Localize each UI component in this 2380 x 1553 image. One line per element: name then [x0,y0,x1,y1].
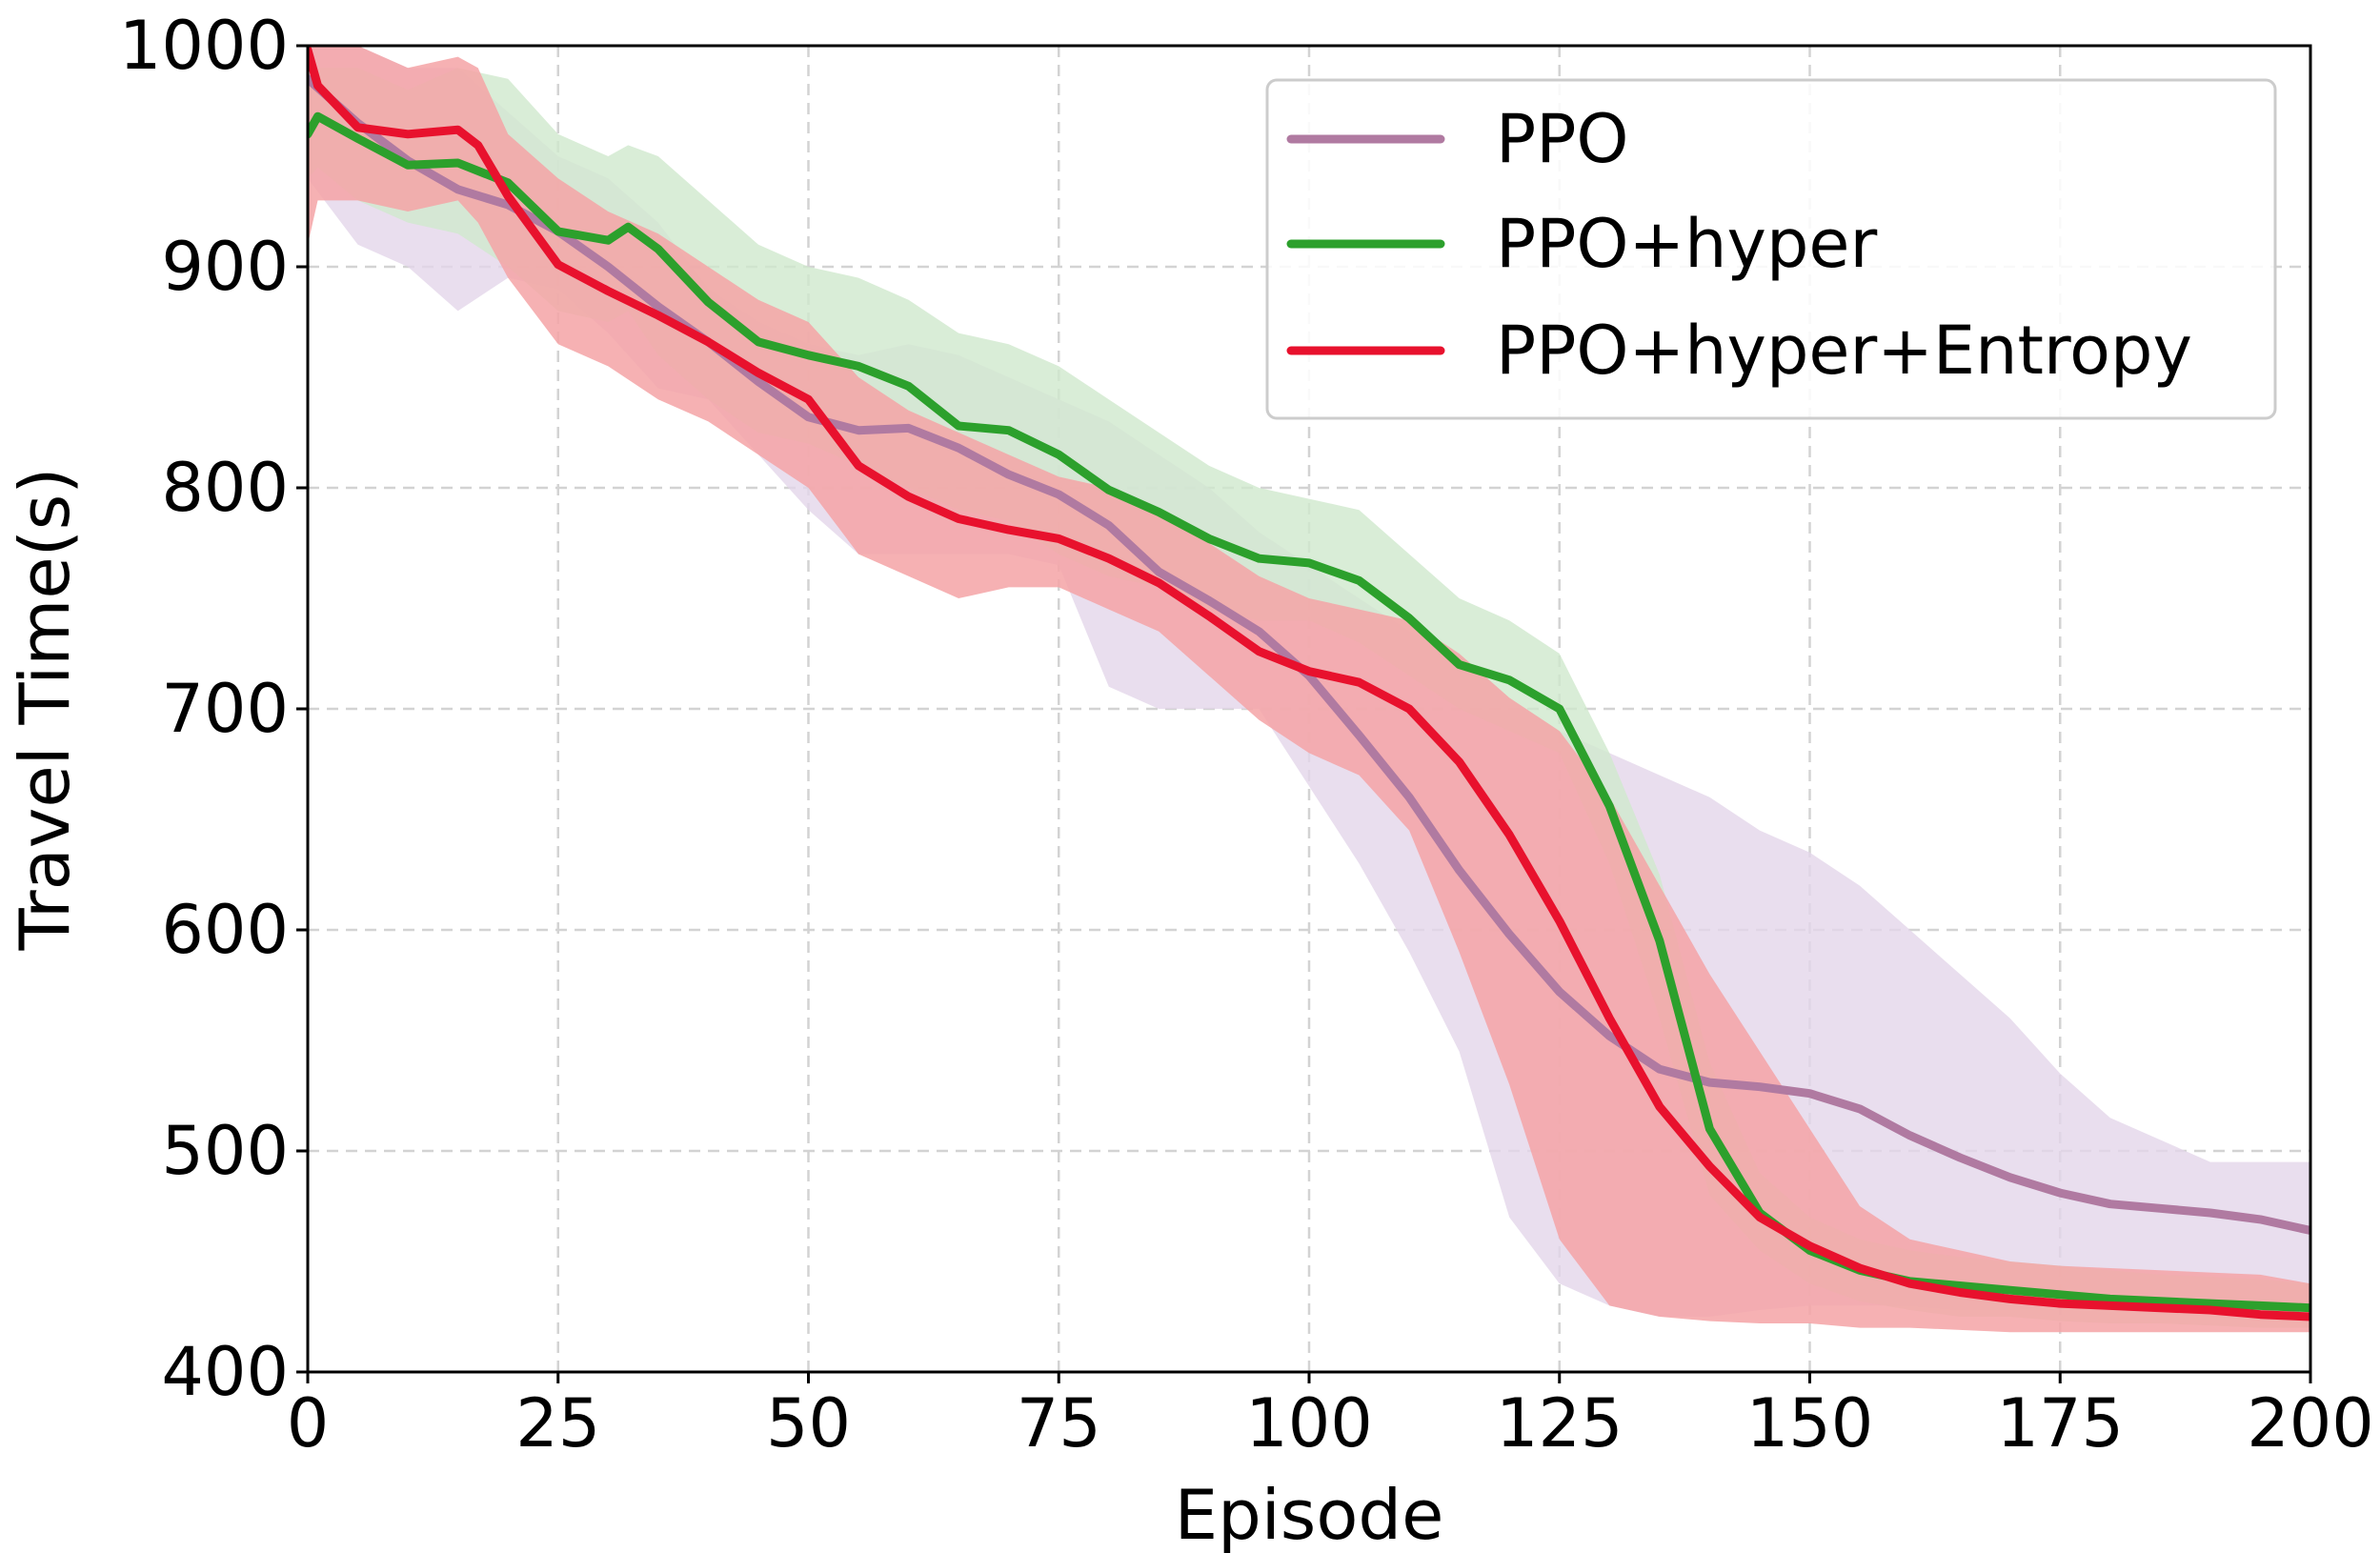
y-tick-label: 900 [161,228,289,306]
y-tick-label: 800 [161,449,289,527]
y-tick-label: 500 [161,1112,289,1190]
legend: PPO PPO+hyper PPO+hyper+Entropy [1265,78,2277,420]
x-tick-label: 200 [2247,1384,2374,1462]
band-ppo-hyper-entropy [308,46,2310,1333]
x-tick-label: 125 [1496,1384,1624,1462]
y-tick-label: 600 [161,891,289,969]
series-line-ppo-hyper-entropy [308,46,2310,1321]
legend-label-ppo: PPO [1496,100,1629,178]
series-lines [308,46,2310,1321]
legend-label-ppo-hyper: PPO+hyper [1496,205,1877,283]
y-tick-label: 400 [161,1333,289,1411]
y-tick-label: 1000 [119,7,289,85]
x-tick-label: 25 [515,1384,600,1462]
x-tick-label: 50 [766,1384,851,1462]
y-tick-label: 700 [161,670,289,748]
x-tick-label: 75 [1017,1384,1101,1462]
legend-label-ppo-hyper-entropy: PPO+hyper+Entropy [1496,312,2192,390]
y-axis-title: Travel Time(s) [5,468,85,952]
series-line-ppo-hyper [308,111,2310,1313]
x-tick-label: 175 [1996,1384,2124,1462]
x-axis-title: Episode [1175,1475,1444,1553]
x-tick-label: 150 [1746,1384,1874,1462]
axis-ticks: 0 25 50 75 100 125 150 175 200 400 500 600 700 800 900… [119,7,2374,1462]
legend-box [1265,78,2277,420]
x-tick-label: 0 [287,1384,330,1462]
x-tick-label: 100 [1245,1384,1373,1462]
